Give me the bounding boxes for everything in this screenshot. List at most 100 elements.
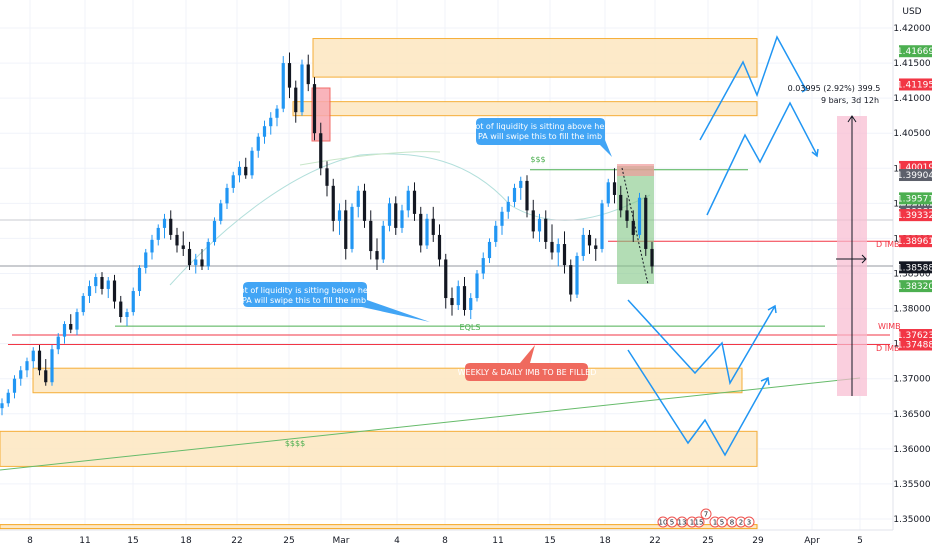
time-tick: 4	[394, 536, 400, 546]
candle	[437, 224, 442, 267]
svg-text:13: 13	[678, 519, 687, 527]
price-label: 1.41669	[897, 45, 932, 58]
event-icon[interactable]: 3	[743, 516, 755, 528]
candle	[637, 192, 642, 239]
candle	[194, 253, 198, 274]
candle	[300, 59, 304, 116]
candle	[519, 176, 523, 200]
candle	[600, 199, 604, 253]
candle	[625, 197, 629, 228]
candle	[537, 213, 542, 242]
event-icon[interactable]: 5	[666, 516, 678, 528]
candle	[481, 252, 485, 280]
projection-path-1	[699, 35, 806, 141]
candle	[344, 199, 348, 260]
candle	[12, 375, 17, 399]
long-position-box	[617, 166, 654, 284]
svg-text:1.37623: 1.37623	[897, 331, 932, 341]
candle	[244, 157, 248, 179]
price-label: 1.38588	[897, 261, 932, 274]
price-label: 1.38320	[897, 280, 932, 293]
candle	[231, 171, 235, 193]
liquidity-above-text-2: PA will swipe this to fill the imb	[478, 132, 602, 141]
svg-text:3: 3	[747, 519, 751, 527]
projection-arrow-1	[801, 84, 809, 93]
svg-text:1: 1	[713, 519, 717, 527]
candle	[425, 213, 429, 249]
candle	[150, 234, 154, 260]
price-tick: 1.37000	[893, 375, 930, 385]
candle	[25, 357, 29, 378]
event-icon[interactable]: 8	[726, 516, 738, 528]
candle	[175, 227, 179, 253]
candle	[187, 241, 192, 270]
weekly-daily-callout: WEEKLY & DAILY IMB TO BE FILLED	[458, 345, 596, 381]
price-label: 1.39904	[897, 169, 932, 182]
time-tick: Apr	[804, 536, 820, 546]
candle	[169, 210, 173, 240]
time-tick: 15	[127, 536, 138, 546]
candle	[325, 161, 329, 197]
time-axis-ticks: 8 11 15 18 22 25 Mar 4 8 11 15 18 22 25 29 Apr 5	[27, 536, 863, 546]
liquidity-below-text-2: PA will swipe this to fill the imb	[242, 296, 366, 305]
candle	[256, 133, 260, 158]
candle	[94, 273, 98, 294]
candle	[219, 199, 223, 225]
price-label: 1.38961	[897, 235, 932, 248]
liquidity-below-callout: A lot of liquidity is sitting below here…	[230, 282, 430, 322]
candle	[612, 168, 617, 204]
candle	[19, 366, 23, 386]
price-axis-ticks: 1.420001.415001.410001.405001.400001.395…	[893, 24, 930, 525]
candle	[112, 274, 117, 309]
measure-label-1: 0.03995 (2.92%) 399.5	[788, 84, 881, 93]
candle	[550, 224, 554, 260]
candle	[381, 220, 385, 263]
price-label: 1.37488	[897, 338, 932, 351]
candle	[469, 293, 473, 320]
time-tick: 5	[857, 536, 863, 546]
candle	[106, 277, 110, 299]
time-tick: 18	[599, 536, 611, 546]
candle	[306, 54, 310, 92]
candle	[606, 178, 610, 207]
candle	[419, 206, 423, 253]
candle	[431, 206, 435, 242]
candle	[456, 280, 460, 310]
candle	[500, 206, 504, 235]
price-label: 1.41195	[897, 78, 932, 91]
event-icon[interactable]: 5	[716, 516, 728, 528]
svg-text:1: 1	[690, 519, 694, 527]
projection-arrow-2	[811, 148, 819, 158]
time-tick: 22	[649, 536, 660, 546]
candle	[544, 210, 548, 249]
event-icon[interactable]: 15	[693, 516, 705, 528]
currency-label: USD	[902, 7, 921, 17]
trendline	[0, 377, 861, 471]
candle	[125, 308, 129, 327]
event-icon[interactable]: 7	[700, 508, 712, 520]
price-tick: 1.41000	[893, 94, 930, 104]
svg-text:5: 5	[720, 519, 724, 527]
dollar-label-top: $$$	[530, 155, 545, 164]
candle	[87, 280, 92, 303]
projection-path-4	[627, 349, 769, 457]
candle	[250, 147, 254, 179]
price-label: 1.39571	[897, 192, 932, 205]
time-tick: 11	[79, 536, 90, 546]
svg-text:1.39571: 1.39571	[897, 194, 932, 204]
price-label: 1.39332	[897, 209, 932, 222]
dollar-label-bottom: $$$$	[285, 439, 305, 448]
candle	[62, 321, 67, 344]
candle	[450, 287, 454, 316]
svg-text:1.38588: 1.38588	[897, 263, 932, 273]
candle	[581, 227, 585, 261]
candle	[269, 112, 273, 135]
candle	[475, 269, 479, 302]
candle	[362, 183, 367, 228]
candle	[212, 217, 217, 246]
event-icon[interactable]: 13	[676, 516, 688, 528]
price-tick: 1.35000	[893, 515, 930, 525]
price-tick: 1.35500	[893, 480, 930, 490]
